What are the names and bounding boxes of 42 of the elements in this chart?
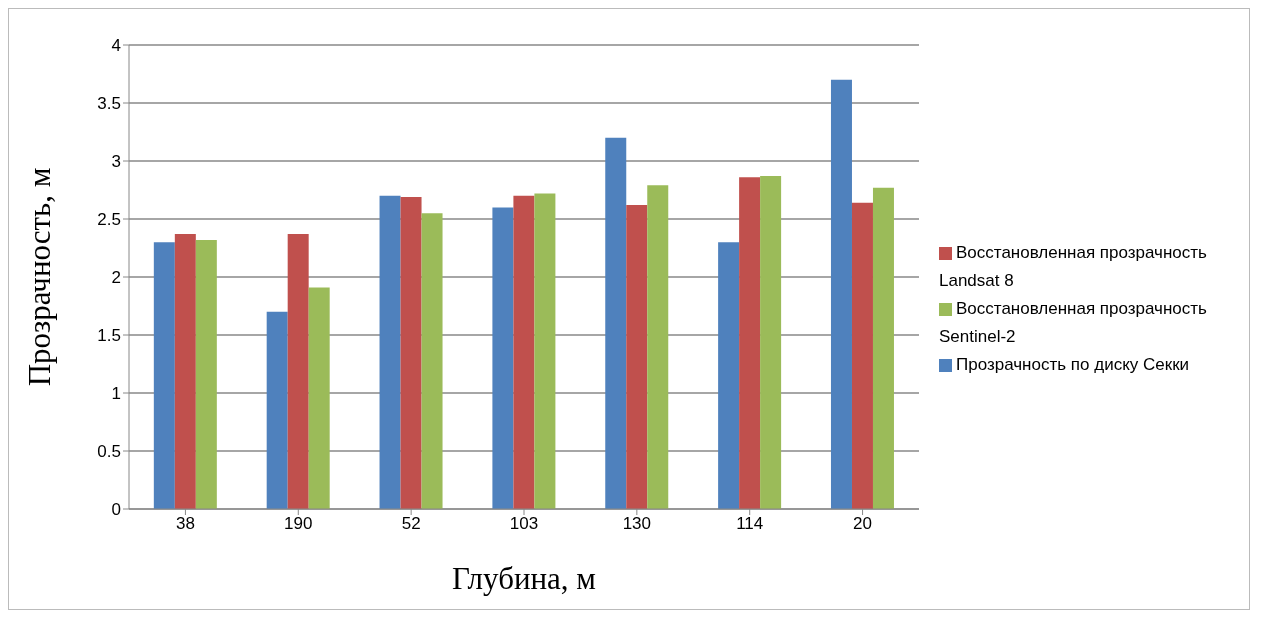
bar <box>605 137 627 509</box>
bar <box>739 177 761 509</box>
bar <box>421 213 443 509</box>
bar <box>153 242 175 509</box>
x-tick-label: 103 <box>509 514 539 534</box>
legend-label: Восстановленная прозрачность Landsat 8 <box>939 243 1207 290</box>
bar <box>626 205 648 509</box>
y-tick-label: 1 <box>111 384 121 404</box>
bar <box>534 193 556 509</box>
bar <box>760 176 782 509</box>
bar <box>718 242 740 509</box>
x-axis-title: Глубина, м <box>452 561 596 596</box>
bar <box>647 185 669 509</box>
x-tick-label: 20 <box>853 514 873 534</box>
x-tick-label: 114 <box>736 514 764 534</box>
bar <box>195 239 217 509</box>
y-tick-label: 3 <box>111 152 121 172</box>
bar <box>872 187 894 509</box>
x-tick-label: 38 <box>175 514 195 534</box>
y-tick-label: 1.5 <box>97 326 121 346</box>
y-tick-label: 0.5 <box>97 442 121 462</box>
bar <box>287 234 309 509</box>
bar <box>379 195 401 509</box>
bar <box>851 202 873 509</box>
bar <box>266 311 288 509</box>
x-tick-label: 52 <box>401 514 421 534</box>
y-tick-label: 3.5 <box>97 94 121 114</box>
y-tick-label: 2.5 <box>97 210 121 230</box>
legend-label: Восстановленная прозрачность Sentinel-2 <box>939 299 1207 346</box>
y-tick-label: 4 <box>111 36 121 56</box>
bar <box>400 196 422 509</box>
bar <box>174 234 196 509</box>
y-tick-label: 2 <box>111 268 121 288</box>
x-tick-label: 190 <box>284 514 313 534</box>
bar <box>492 207 514 509</box>
y-tick-label: 0 <box>111 500 121 520</box>
y-axis-title: Прозрачность, м <box>22 167 58 387</box>
bar <box>513 195 535 509</box>
legend-label: Прозрачность по диску Секки <box>956 355 1190 374</box>
x-tick-label: 130 <box>622 514 652 534</box>
bar <box>830 79 852 509</box>
bar <box>308 287 330 509</box>
